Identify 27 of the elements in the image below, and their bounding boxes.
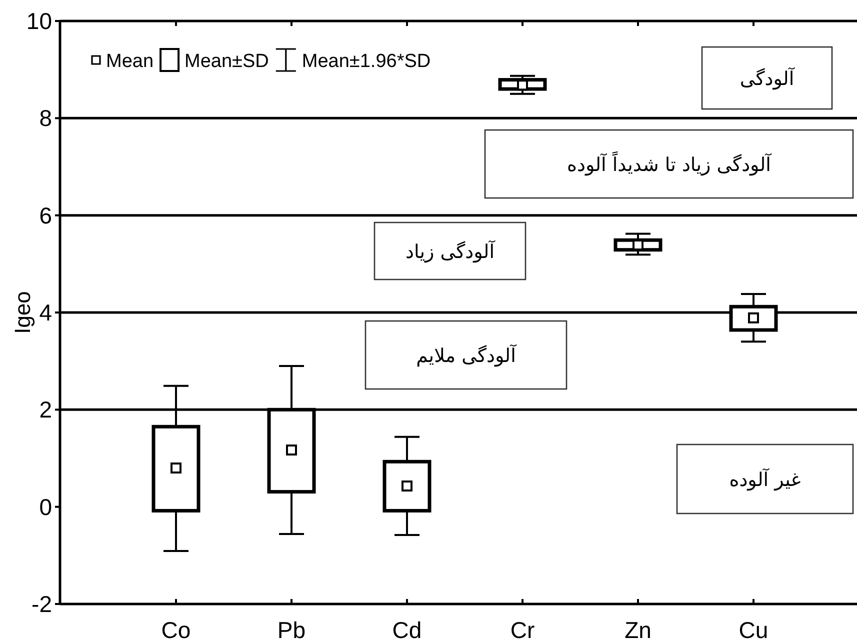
annotation: غیر آلوده <box>729 468 801 491</box>
annotation: آلودگی ملایم <box>416 344 517 367</box>
y-tick-label: 4 <box>39 300 52 326</box>
note-box: آلودگی ملایم <box>364 320 568 390</box>
x-tick-label: Co <box>161 617 191 640</box>
legend-label: Mean <box>106 51 154 72</box>
y-tick-label: 0 <box>39 494 52 520</box>
note-box: غیر آلوده <box>676 444 854 514</box>
note-box: آلودگی <box>701 46 833 110</box>
y-axis-title: Igeo <box>10 291 35 334</box>
note-box: آلودگی زیاد <box>374 222 526 280</box>
x-tick-label: Cu <box>738 617 768 640</box>
y-tick-label: 6 <box>39 202 52 228</box>
x-tick-label: Pb <box>277 617 306 640</box>
y-tick-label: -2 <box>32 591 52 617</box>
y-tick-label: 8 <box>39 105 52 132</box>
note-box: آلودگی زیاد تا شدیداً آلوده <box>484 129 854 199</box>
x-tick-label: Zn <box>624 617 652 640</box>
x-tick-label: Cr <box>510 617 535 640</box>
y-tick-label: 10 <box>26 8 52 34</box>
annotation: آلودگی زیاد تا شدیداً آلوده <box>567 150 772 176</box>
y-tick-label: 2 <box>39 396 52 423</box>
annotation: آلودگی زیاد <box>406 240 496 263</box>
legend-label: Mean±SD <box>184 51 269 72</box>
annotation: آلودگی <box>740 67 795 90</box>
x-tick-label: Cd <box>392 617 422 640</box>
legend-label: Mean±1.96*SD <box>302 51 431 72</box>
